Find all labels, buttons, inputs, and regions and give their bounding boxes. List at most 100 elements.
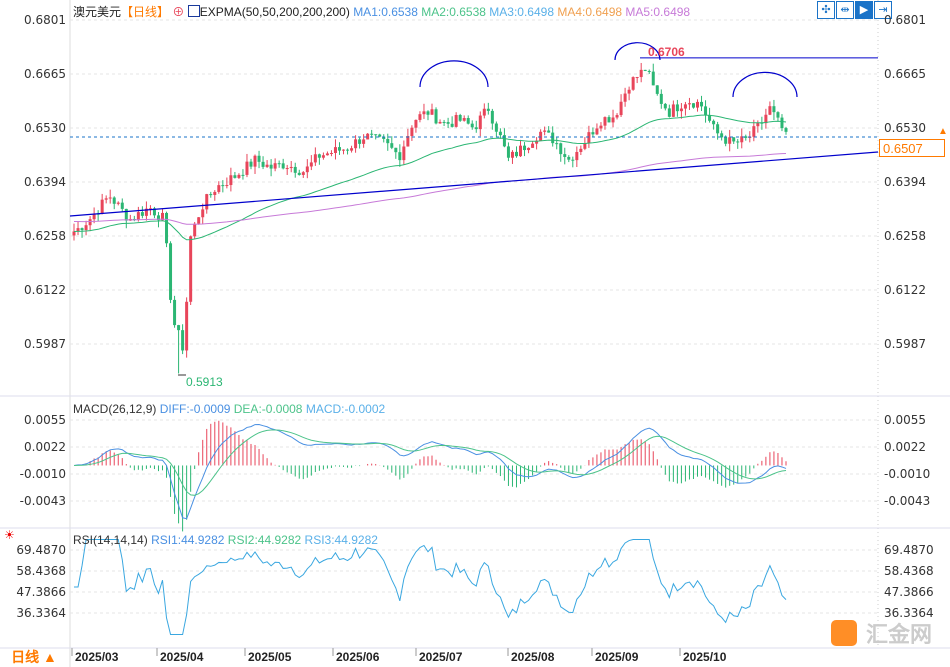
candle-body [651, 71, 655, 86]
rsi2-value: RSI2:44.9282 [227, 533, 302, 547]
candle-body [237, 174, 241, 178]
indicator-settings-icon[interactable]: ⊕ [172, 5, 185, 19]
date-tick: 2025/10 [683, 650, 727, 664]
candle-body [217, 185, 221, 192]
candle-body [740, 136, 744, 143]
arc-annotation [419, 60, 489, 88]
candle-body [185, 301, 189, 351]
rsi-tick: 69.4870 [884, 543, 934, 557]
macd-tick: -0.0043 [884, 494, 931, 508]
candle-body [679, 108, 683, 112]
candle-body [241, 174, 245, 176]
candle-body [635, 77, 639, 79]
candle-body [595, 128, 599, 135]
candle-body [647, 70, 651, 72]
macd-tick: 0.0022 [884, 440, 926, 454]
macd-title: MACD(26,12,9) [73, 402, 157, 416]
rsi-settings-icon[interactable]: ☀ [4, 528, 15, 542]
fit-range-icon[interactable]: ⇹ [836, 1, 854, 19]
candle-body [567, 156, 571, 160]
high-label: 0.6706 [648, 45, 685, 59]
candle-body [418, 114, 422, 120]
candle-body [76, 228, 80, 232]
candle-body [136, 212, 140, 220]
candle-body [257, 155, 261, 162]
macd-tick: 0.0055 [884, 413, 926, 427]
candle-body [454, 115, 458, 127]
candle-body [563, 154, 567, 157]
candle-body [333, 147, 337, 153]
candle-body [140, 212, 144, 216]
candle-body [213, 191, 217, 195]
candle-body [446, 122, 450, 124]
price-tick: 0.6122 [24, 283, 66, 297]
price-tick: 0.6394 [884, 175, 926, 189]
candle-body [712, 120, 716, 125]
candle-body [317, 154, 321, 158]
candle-body [691, 103, 695, 108]
candle-body [148, 208, 152, 210]
candle-body [120, 202, 124, 209]
candle-body [358, 139, 362, 144]
date-tick: 2025/07 [419, 650, 463, 664]
crosshair-icon[interactable]: ✣ [817, 1, 835, 19]
candle-body [772, 106, 776, 113]
scroll-right-icon[interactable]: ⇥ [874, 1, 892, 19]
candle-body [293, 166, 297, 173]
collapse-up-icon[interactable]: ▲ [938, 126, 948, 137]
candle-body [277, 163, 281, 165]
candle-body [510, 151, 514, 158]
candle-body [498, 131, 502, 136]
candle-body [494, 123, 498, 132]
candle-body [623, 93, 627, 102]
candle-body [458, 115, 462, 121]
candle-body [559, 143, 563, 155]
candle-body [519, 145, 523, 157]
candle-body [201, 209, 205, 218]
candle-body [337, 147, 341, 151]
candle-body [394, 147, 398, 153]
candle-body [414, 119, 418, 128]
candle-body [603, 117, 607, 126]
candle-body [104, 198, 108, 200]
auto-scale-icon[interactable]: ▶ [855, 1, 873, 19]
candle-body [374, 134, 378, 136]
candle-body [502, 135, 506, 147]
macd-dea: DEA:-0.0008 [233, 402, 303, 416]
arc-annotation [732, 71, 798, 98]
candle-body [490, 110, 494, 124]
candle-body [88, 219, 92, 226]
candle-body [144, 208, 148, 216]
price-tick: 0.5987 [24, 337, 66, 351]
candle-body [466, 118, 470, 124]
candle-body [370, 133, 374, 135]
candle-body [297, 172, 301, 175]
period-button[interactable]: 日线 ▲ [11, 649, 57, 665]
expma-icon[interactable] [187, 5, 200, 17]
candle-body [438, 121, 442, 124]
candle-body [169, 243, 173, 300]
candle-body [780, 117, 784, 129]
candle-body [84, 225, 88, 231]
candle-body [547, 130, 551, 133]
candle-body [281, 163, 285, 169]
candle-body [72, 231, 76, 236]
candle-body [736, 141, 740, 143]
candle-body [583, 143, 587, 149]
candle-body [579, 148, 583, 152]
candle-body [366, 133, 370, 140]
rsi-title: RSI(14,14,14) [73, 533, 148, 547]
candle-body [482, 108, 486, 116]
candle-body [555, 143, 559, 145]
low-label: 0.5913 [186, 375, 223, 389]
price-tick: 0.6801 [884, 13, 926, 27]
price-tick: 0.6530 [24, 121, 66, 135]
ma-value-2: MA2:0.6538 [421, 5, 490, 19]
candle-body [752, 126, 756, 137]
price-tick: 0.6665 [24, 67, 66, 81]
candle-body [301, 172, 305, 175]
price-tick: 0.5987 [884, 337, 926, 351]
candle-body [152, 208, 156, 216]
candle-body [390, 143, 394, 148]
